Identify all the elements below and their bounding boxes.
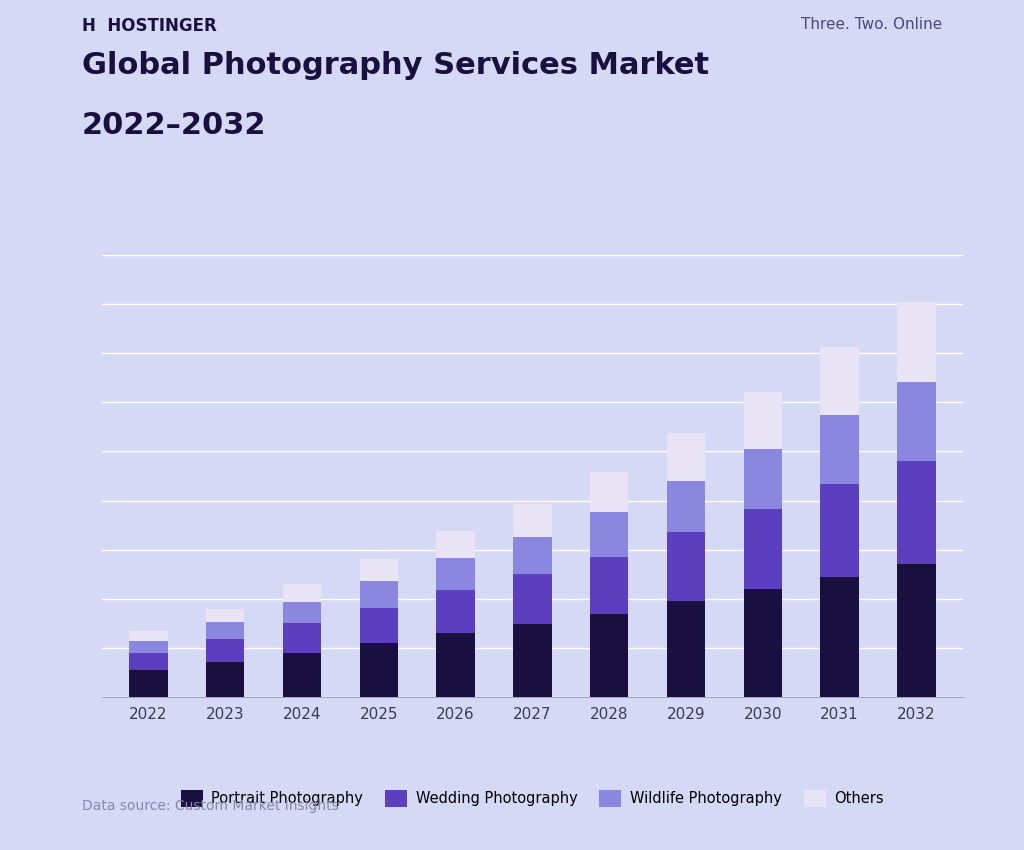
Text: Data source: Custom Market Insights: Data source: Custom Market Insights [82,799,339,813]
Bar [359,558,398,581]
Text: 2022–2032: 2022–2032 [82,110,266,139]
Bar [820,347,859,415]
Bar [513,624,552,697]
Bar [436,558,475,590]
Bar [206,622,245,639]
Bar [897,382,936,462]
Bar [513,537,552,575]
Bar [513,575,552,624]
Bar [129,653,168,670]
Bar [590,472,629,513]
Bar [590,513,629,557]
Bar [743,450,782,509]
Bar [667,601,706,697]
Bar [206,661,245,697]
Bar [667,481,706,532]
Bar [590,557,629,615]
Bar [820,415,859,484]
Bar [513,503,552,537]
Bar [283,602,322,623]
Bar [897,564,936,697]
Bar [283,584,322,602]
Bar [129,641,168,653]
Bar [897,302,936,382]
Bar [667,532,706,601]
Bar [206,609,245,622]
Bar [359,581,398,608]
Bar [436,590,475,633]
Bar [129,670,168,697]
Bar [283,623,322,653]
Bar [436,531,475,558]
Text: Global Photography Services Market: Global Photography Services Market [82,51,709,80]
Bar [359,643,398,697]
Bar [283,653,322,697]
Bar [820,484,859,576]
Bar [206,639,245,661]
Bar [667,433,706,481]
Bar [743,392,782,450]
Bar [743,589,782,697]
Legend: Portrait Photography, Wedding Photography, Wildlife Photography, Others: Portrait Photography, Wedding Photograph… [175,784,890,813]
Bar [436,633,475,697]
Text: Three. Two. Online: Three. Two. Online [801,17,942,32]
Bar [820,576,859,697]
Bar [129,631,168,641]
Bar [743,509,782,589]
Bar [359,608,398,643]
Text: H  HOSTINGER: H HOSTINGER [82,17,217,35]
Bar [590,615,629,697]
Bar [897,462,936,564]
